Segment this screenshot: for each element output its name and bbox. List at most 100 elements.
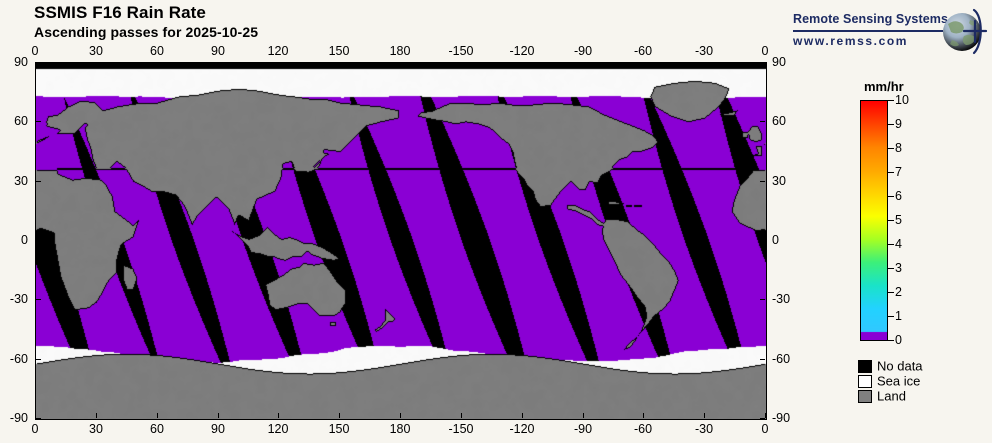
- x-tick-mark: [339, 63, 340, 68]
- x-axis-label-bottom: 0: [31, 422, 39, 436]
- x-axis-label-bottom: 0: [761, 422, 769, 436]
- colorbar-units-label: mm/hr: [864, 79, 904, 94]
- colorbar-tick-label: 8: [895, 141, 902, 155]
- x-tick-mark: [278, 63, 279, 68]
- x-axis-label-top: -150: [448, 44, 474, 58]
- x-tick-mark: [461, 413, 462, 418]
- colorbar-tick-label: 10: [895, 93, 909, 107]
- legend-swatch-no-data: [858, 360, 872, 373]
- colorbar-tick-mark: [888, 268, 894, 269]
- y-tick-mark: [36, 240, 41, 241]
- y-axis-label-right: 90: [772, 55, 786, 69]
- y-axis-label-right: 60: [772, 114, 786, 128]
- colorbar-tick-mark: [888, 124, 894, 125]
- y-axis-label-left: 0: [21, 233, 28, 247]
- x-axis-label-top: 120: [267, 44, 289, 58]
- x-tick-mark: [522, 413, 523, 418]
- x-tick-mark: [704, 63, 705, 68]
- x-axis-label-bottom: -60: [633, 422, 653, 436]
- y-axis-label-right: -30: [772, 292, 791, 306]
- x-tick-mark: [643, 63, 644, 68]
- x-axis-label-top: 180: [389, 44, 411, 58]
- x-axis-label-bottom: 120: [267, 422, 289, 436]
- x-axis-label-bottom: -150: [448, 422, 474, 436]
- colorbar-tick-label: 1: [895, 309, 902, 323]
- y-axis-label-right: 30: [772, 174, 786, 188]
- colorbar-tick-label: 4: [895, 237, 902, 251]
- colorbar-tick-label: 3: [895, 261, 902, 275]
- page-title: SSMIS F16 Rain Rate: [34, 3, 206, 22]
- legend-label-land: Land: [877, 388, 906, 404]
- x-axis-label-top: 0: [31, 44, 39, 58]
- globe-icon: [943, 8, 988, 55]
- x-axis-label-top: 30: [89, 44, 103, 58]
- colorbar-tick-label: 5: [895, 213, 902, 227]
- x-axis-label-top: -30: [694, 44, 714, 58]
- y-tick-mark: [760, 418, 765, 419]
- x-tick-mark: [522, 63, 523, 68]
- x-axis-label-bottom: -120: [509, 422, 535, 436]
- colorbar-tick-mark: [888, 196, 894, 197]
- y-tick-mark: [760, 121, 765, 122]
- colorbar-tick-mark: [888, 316, 894, 317]
- y-tick-mark: [760, 299, 765, 300]
- x-tick-mark: [461, 63, 462, 68]
- x-axis-label-bottom: 30: [89, 422, 103, 436]
- x-axis-label-bottom: -30: [694, 422, 714, 436]
- y-axis-label-right: 0: [772, 233, 779, 247]
- y-tick-mark: [36, 121, 41, 122]
- x-axis-label-top: 90: [211, 44, 225, 58]
- y-axis-label-right: -90: [772, 411, 791, 425]
- x-tick-mark: [765, 413, 766, 418]
- y-tick-mark: [760, 359, 765, 360]
- x-tick-mark: [157, 63, 158, 68]
- x-axis-label-top: -90: [573, 44, 593, 58]
- y-tick-mark: [760, 62, 765, 63]
- y-tick-mark: [36, 418, 41, 419]
- y-axis-label-left: 90: [14, 55, 28, 69]
- colorbar-tick-label: 0: [895, 333, 902, 347]
- map-plot-area[interactable]: [35, 62, 767, 420]
- x-tick-mark: [400, 413, 401, 418]
- legend-label-sea-ice: Sea ice: [877, 373, 921, 389]
- y-tick-mark: [760, 240, 765, 241]
- y-axis-label-left: -90: [9, 411, 28, 425]
- y-axis-label-left: 60: [14, 114, 28, 128]
- legend-swatch-sea-ice: [858, 375, 872, 388]
- y-axis-label-left: 30: [14, 174, 28, 188]
- x-tick-mark: [400, 63, 401, 68]
- x-axis-label-bottom: 60: [150, 422, 164, 436]
- x-tick-mark: [96, 413, 97, 418]
- x-axis-label-bottom: 90: [211, 422, 225, 436]
- x-axis-label-top: -120: [509, 44, 535, 58]
- colorbar-tick-label: 7: [895, 165, 902, 179]
- x-tick-mark: [583, 63, 584, 68]
- brand-url: www.remss.com: [793, 34, 909, 48]
- y-tick-mark: [36, 299, 41, 300]
- x-axis-label-top: 150: [328, 44, 350, 58]
- x-tick-mark: [278, 413, 279, 418]
- colorbar-tick-mark: [888, 244, 894, 245]
- brand-name: Remote Sensing Systems: [793, 12, 949, 26]
- y-tick-mark: [760, 181, 765, 182]
- x-tick-mark: [643, 413, 644, 418]
- page-subtitle: Ascending passes for 2025-10-25: [34, 24, 259, 40]
- colorbar-tick-mark: [888, 100, 894, 101]
- rain-rate-map[interactable]: [36, 63, 766, 419]
- x-axis-label-bottom: 180: [389, 422, 411, 436]
- colorbar-tick-mark: [888, 340, 894, 341]
- colorbar-tick-mark: [888, 292, 894, 293]
- y-axis-label-right: -60: [772, 352, 791, 366]
- x-axis-label-top: 0: [761, 44, 769, 58]
- x-tick-mark: [704, 413, 705, 418]
- x-tick-mark: [218, 63, 219, 68]
- x-tick-mark: [339, 413, 340, 418]
- legend-label-no-data: No data: [877, 358, 923, 374]
- colorbar[interactable]: [860, 100, 888, 341]
- colorbar-gradient: [861, 101, 887, 340]
- x-tick-mark: [96, 63, 97, 68]
- colorbar-tick-mark: [888, 172, 894, 173]
- x-tick-mark: [35, 63, 36, 68]
- colorbar-tick-mark: [888, 148, 894, 149]
